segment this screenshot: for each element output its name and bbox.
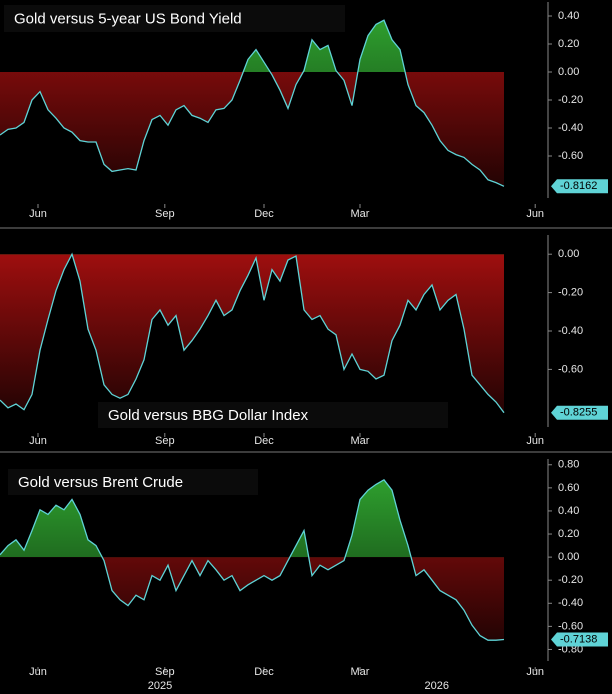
y-tick-label: 0.40 [558, 10, 579, 22]
last-value-label: -0.8255 [560, 407, 597, 419]
chart-title: Gold versus 5-year US Bond Yield [14, 10, 242, 27]
x-tick-label: Sep [155, 435, 175, 447]
positive-area [0, 20, 504, 72]
negative-area [0, 254, 504, 413]
y-tick-label: -0.60 [558, 150, 583, 162]
x-tick-label: Mar [351, 208, 370, 220]
title-box [98, 402, 448, 428]
y-tick-label: -0.40 [558, 597, 583, 609]
x-tick-label: Dec [254, 208, 274, 220]
y-tick-label: 0.00 [558, 66, 579, 78]
x-tick-label: Mar [351, 435, 370, 447]
last-value-tag [551, 179, 608, 194]
chart-title: Gold versus Brent Crude [18, 474, 183, 491]
negative-area [0, 72, 504, 187]
y-tick-label: 0.00 [558, 248, 579, 260]
year-label: 2025 [148, 680, 172, 692]
x-tick-label: Sep [155, 666, 175, 678]
title-box [8, 469, 258, 495]
x-tick-label: Jun [526, 666, 544, 678]
x-tick-label: Jun [526, 435, 544, 447]
y-tick-label: 0.60 [558, 482, 579, 494]
title-box [4, 5, 345, 32]
x-tick-label: Dec [254, 666, 274, 678]
x-tick-label: Dec [254, 435, 274, 447]
last-value-tag [551, 405, 608, 420]
y-tick-label: -0.40 [558, 122, 583, 134]
x-tick-label: Mar [351, 666, 370, 678]
last-value-tag [551, 632, 608, 647]
correlation-line [0, 478, 505, 641]
positive-area [0, 479, 504, 558]
y-tick-label: 0.40 [558, 505, 579, 517]
y-tick-label: -0.60 [558, 363, 583, 375]
year-label: 2026 [425, 680, 449, 692]
y-tick-label: -0.40 [558, 325, 583, 337]
x-tick-label: Jun [29, 208, 47, 220]
y-tick-label: 0.20 [558, 38, 579, 50]
last-value-label: -0.8162 [560, 180, 597, 192]
y-tick-label: -0.20 [558, 94, 583, 106]
x-tick-label: Jun [526, 208, 544, 220]
y-tick-label: 0.00 [558, 551, 579, 563]
last-value-label: -0.7138 [560, 633, 597, 645]
negative-area [102, 557, 504, 641]
x-tick-label: Jun [29, 435, 47, 447]
x-tick-label: Sep [155, 208, 175, 220]
x-tick-label: Jun [29, 666, 47, 678]
y-tick-label: -0.60 [558, 620, 583, 632]
y-tick-label: 0.80 [558, 459, 579, 471]
y-tick-label: 0.20 [558, 528, 579, 540]
correlation-line [0, 19, 505, 187]
correlation-line [0, 252, 505, 414]
y-tick-label: -0.20 [558, 574, 583, 586]
chart-title: Gold versus BBG Dollar Index [108, 407, 309, 424]
y-tick-label: -0.20 [558, 287, 583, 299]
